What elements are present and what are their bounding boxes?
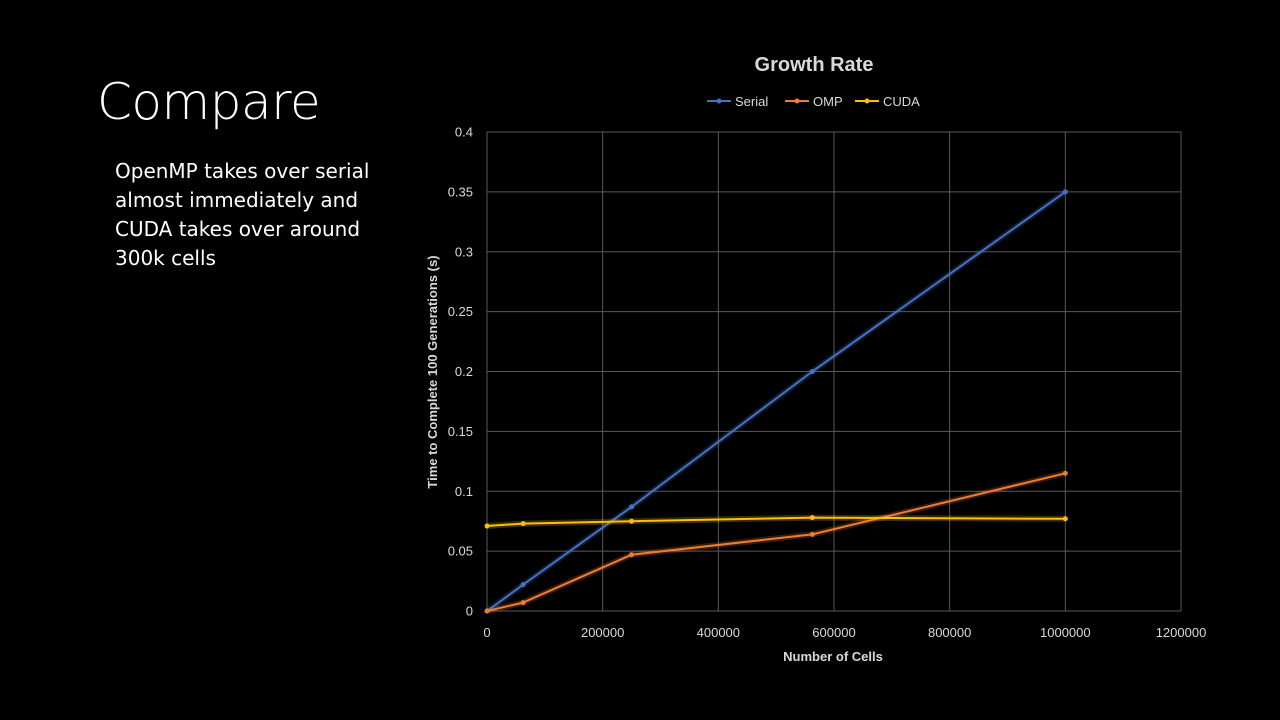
y-tick-label: 0.25	[448, 304, 473, 319]
serial-data-point	[520, 582, 526, 588]
chart-legend: Serial OMP CUDA	[707, 94, 920, 109]
y-tick-label: 0	[466, 604, 473, 619]
serial-data-point	[629, 504, 635, 510]
x-tick-label: 1200000	[1156, 625, 1207, 640]
omp-data-point	[520, 600, 526, 606]
x-tick-label: 200000	[581, 625, 624, 640]
omp-data-point	[809, 531, 815, 537]
legend-item-cuda: CUDA	[855, 94, 920, 109]
omp-data-point	[629, 552, 635, 558]
legend-marker-serial	[716, 98, 722, 104]
omp-data-point	[484, 608, 490, 614]
y-tick-label: 0.35	[448, 184, 473, 199]
serial-data-point	[809, 369, 815, 374]
x-tick-label: 400000	[697, 625, 740, 640]
serial-data-point	[1062, 189, 1068, 195]
cuda-data-point	[629, 518, 635, 524]
y-tick-label: 0.3	[455, 244, 473, 259]
legend-label-omp: OMP	[813, 94, 843, 109]
legend-item-omp: OMP	[785, 94, 843, 109]
x-axis-label: Number of Cells	[783, 649, 883, 664]
slide-body-text: OpenMP takes over serial almost immediat…	[115, 159, 370, 270]
x-tick-label: 1000000	[1040, 625, 1091, 640]
legend-label-cuda: CUDA	[883, 94, 920, 109]
chart-series	[484, 189, 1068, 614]
omp-series-line	[486, 472, 1066, 612]
legend-item-serial: Serial	[707, 94, 768, 109]
y-tick-label: 0.1	[455, 484, 473, 499]
x-tick-label: 0	[483, 625, 490, 640]
cuda-data-point	[484, 523, 490, 529]
slide-title: Compare	[97, 73, 321, 131]
x-tick-label: 800000	[928, 625, 971, 640]
cuda-data-point	[520, 521, 526, 527]
y-axis-ticks: 0 0.05 0.1 0.15 0.2 0.25 0.3 0.35 0.4	[448, 125, 473, 619]
y-tick-label: 0.15	[448, 424, 473, 439]
legend-marker-cuda	[864, 98, 870, 104]
legend-marker-omp	[794, 98, 800, 104]
y-tick-label: 0.2	[455, 364, 473, 379]
cuda-data-point	[1062, 516, 1068, 522]
omp-data-point	[1062, 470, 1068, 476]
y-tick-label: 0.05	[448, 544, 473, 559]
x-tick-label: 600000	[812, 625, 855, 640]
y-tick-label: 0.4	[455, 125, 473, 140]
chart-title: Growth Rate	[755, 54, 874, 76]
x-axis-ticks: 0 200000 400000 600000 800000 1000000 1200000	[483, 625, 1206, 640]
legend-label-serial: Serial	[735, 94, 768, 109]
cuda-data-point	[809, 515, 815, 521]
y-axis-label: Time to Complete 100 Generations (s)	[425, 255, 440, 488]
chart-grid	[486, 131, 1182, 612]
